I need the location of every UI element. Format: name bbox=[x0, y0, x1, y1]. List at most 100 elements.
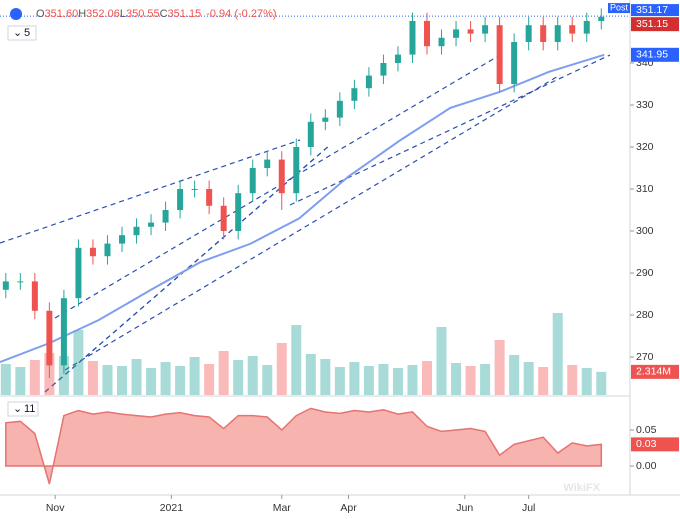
volume-bar bbox=[378, 364, 389, 395]
candle-body bbox=[133, 226, 140, 236]
volume-bar bbox=[392, 368, 403, 395]
candle-body bbox=[351, 88, 358, 101]
candle-body bbox=[104, 243, 111, 257]
volume-bar bbox=[276, 343, 287, 395]
candle-body bbox=[569, 25, 576, 34]
y-tick-label: 290 bbox=[636, 267, 654, 279]
collapse-icon: ⌄ bbox=[13, 27, 22, 39]
volume-bar bbox=[552, 313, 563, 395]
x-tick-label: Nov bbox=[46, 502, 65, 514]
symbol-icon bbox=[10, 8, 22, 20]
volume-bar bbox=[581, 368, 592, 395]
volume-bar bbox=[87, 361, 98, 395]
candle-body bbox=[438, 37, 445, 47]
osc-tick-label: 0.05 bbox=[636, 424, 657, 436]
candle-body bbox=[46, 310, 53, 366]
candle-body bbox=[148, 222, 155, 227]
candle-body bbox=[307, 121, 314, 147]
post-price-label: 351.17 bbox=[636, 4, 668, 16]
osc-period: 11 bbox=[24, 403, 35, 415]
y-tick-label: 330 bbox=[636, 99, 654, 111]
candle-body bbox=[322, 117, 329, 122]
last-price-bg bbox=[631, 17, 679, 32]
volume-last-bg bbox=[631, 364, 679, 379]
candle-body bbox=[525, 25, 532, 42]
volume-bar bbox=[480, 364, 491, 395]
candle-body bbox=[249, 167, 256, 194]
volume-bar bbox=[334, 367, 345, 395]
y-tick-label: 300 bbox=[636, 225, 654, 237]
volume-bar bbox=[204, 364, 215, 395]
x-tick-label: Jun bbox=[456, 502, 473, 514]
volume-bar bbox=[291, 325, 302, 395]
volume-bar bbox=[436, 327, 447, 395]
candle-body bbox=[598, 16, 605, 21]
candle-body bbox=[235, 193, 242, 231]
volume-bar bbox=[509, 355, 520, 395]
volume-bar bbox=[175, 366, 186, 395]
volume-bar bbox=[262, 365, 273, 395]
candle-body bbox=[482, 25, 489, 34]
indicator-box bbox=[7, 25, 37, 41]
post-label: Post bbox=[610, 2, 629, 12]
legend-item: L bbox=[120, 8, 126, 20]
candle-body bbox=[583, 20, 590, 34]
volume-bar bbox=[567, 365, 578, 395]
volume-bar bbox=[523, 362, 534, 395]
candle-body bbox=[60, 298, 67, 366]
volume-bar bbox=[538, 367, 549, 395]
candle-body bbox=[75, 247, 82, 299]
y-tick-label: 310 bbox=[636, 183, 654, 195]
ma-last-bg bbox=[631, 47, 679, 62]
volume-bar bbox=[73, 330, 84, 395]
candle-body bbox=[2, 281, 9, 290]
volume-bar bbox=[422, 361, 432, 395]
volume-bar bbox=[451, 363, 462, 395]
volume-bar bbox=[233, 360, 244, 395]
volume-bar bbox=[146, 368, 157, 395]
volume-bar bbox=[465, 366, 476, 395]
ma-period: 5 bbox=[24, 27, 30, 39]
volume-bar bbox=[0, 364, 11, 395]
volume-bar bbox=[349, 362, 360, 395]
legend-item: H bbox=[78, 8, 86, 20]
legend-item: C bbox=[160, 8, 168, 20]
volume-bar bbox=[320, 359, 331, 395]
last-price-label: 351.15 bbox=[636, 18, 668, 30]
candle-body bbox=[264, 159, 271, 168]
volume-bar bbox=[15, 367, 26, 395]
volume-last-label: 2.314M bbox=[636, 366, 671, 378]
volume-bar bbox=[29, 360, 40, 395]
volume-bar bbox=[407, 365, 418, 395]
x-tick-label: Mar bbox=[273, 502, 292, 514]
volume-bar bbox=[117, 366, 127, 395]
candle-body bbox=[424, 20, 430, 47]
candle-body bbox=[540, 25, 547, 42]
x-tick-label: 2021 bbox=[160, 502, 184, 514]
indicator-box bbox=[7, 401, 39, 417]
candle-body bbox=[191, 188, 198, 190]
candle-body bbox=[453, 29, 460, 38]
volume-bar bbox=[160, 362, 171, 395]
legend-item: -0.94 (-0.27%) bbox=[206, 8, 276, 20]
y-tick-label: 320 bbox=[636, 141, 654, 153]
candle-body bbox=[394, 54, 401, 63]
candle-body bbox=[220, 205, 227, 231]
volume-bar bbox=[102, 365, 113, 395]
volume-bar bbox=[131, 359, 142, 395]
candle-body bbox=[409, 20, 416, 55]
osc-last-label: 0.03 bbox=[636, 438, 657, 450]
candle-body bbox=[336, 100, 343, 118]
candle-body bbox=[511, 41, 518, 84]
legend-item: 350.55 bbox=[126, 8, 160, 20]
volume-bar bbox=[494, 340, 505, 395]
volume-bar bbox=[596, 371, 607, 395]
candle-body bbox=[206, 188, 213, 206]
osc-tick-label: 0.00 bbox=[636, 460, 657, 472]
x-tick-label: Jul bbox=[522, 502, 535, 514]
candle-body bbox=[162, 209, 169, 223]
legend-item: 352.06 bbox=[86, 8, 120, 20]
legend-item: 351.60 bbox=[45, 8, 79, 20]
volume-bar bbox=[305, 354, 316, 395]
